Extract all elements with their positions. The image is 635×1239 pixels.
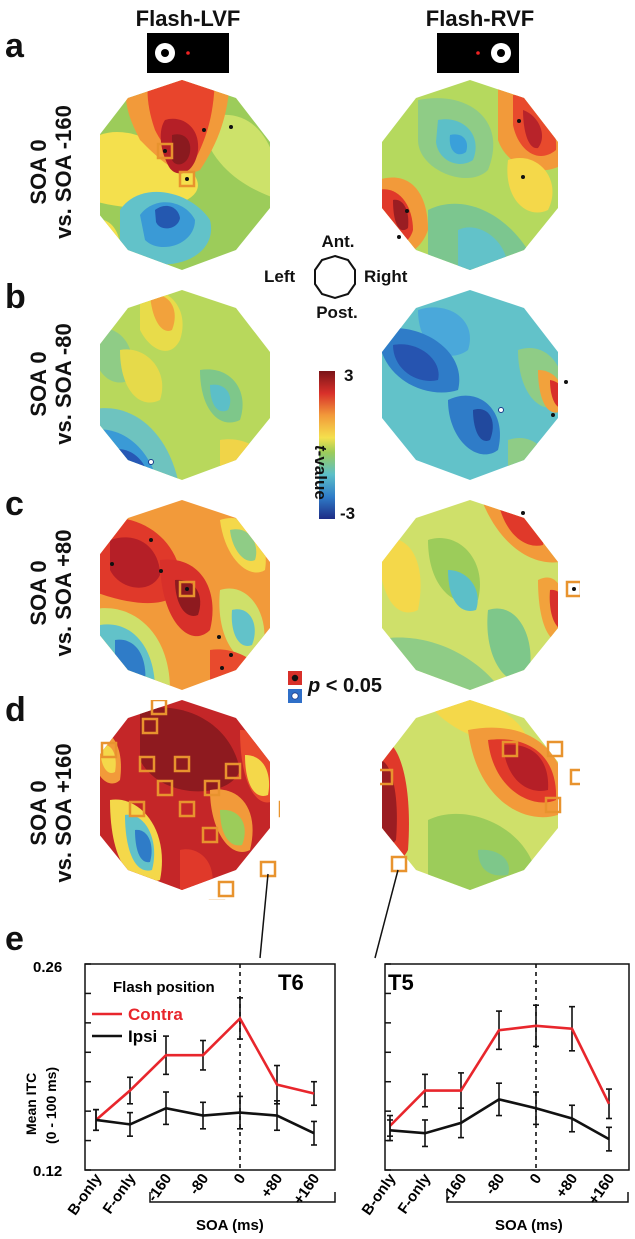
series-line-contra bbox=[389, 1024, 611, 1127]
chart-t5-title: T5 bbox=[388, 970, 414, 995]
series-line-ipsi bbox=[389, 1097, 610, 1141]
x-tick-label: 0 bbox=[231, 1171, 250, 1188]
y-axis-label-line1: Mean ITC bbox=[23, 1073, 39, 1135]
stimulus-icon-right bbox=[437, 33, 519, 73]
chart-t5-frame bbox=[384, 963, 630, 1171]
series-line-contra bbox=[95, 1016, 315, 1121]
panel-label-a: a bbox=[5, 27, 24, 65]
chart-t5-xlabel: SOA (ms) bbox=[495, 1217, 563, 1234]
topomap-b-lvf bbox=[100, 290, 270, 480]
x-tick-label: F-only bbox=[100, 1170, 140, 1217]
column-title-left: Flash-LVF bbox=[135, 6, 241, 31]
panel-label-e: e bbox=[5, 920, 24, 958]
x-tick-label: -80 bbox=[186, 1171, 212, 1199]
x-tick-label: -80 bbox=[482, 1171, 508, 1199]
topomap-a-rvf bbox=[382, 80, 558, 270]
colorbar bbox=[319, 371, 335, 519]
anterior-label: Ant. bbox=[321, 232, 355, 251]
colorbar-max: 3 bbox=[344, 366, 354, 385]
x-tick-label: +80 bbox=[553, 1171, 582, 1202]
topomap-d-rvf bbox=[380, 700, 580, 890]
x-tick-label: B-only bbox=[65, 1170, 106, 1219]
legend-contra-label: Contra bbox=[128, 1005, 183, 1024]
panel-label-b: b bbox=[5, 278, 26, 316]
legend-ipsi-label: Ipsi bbox=[128, 1027, 157, 1046]
head-orientation-icon bbox=[314, 254, 356, 300]
right-label: Right bbox=[364, 267, 408, 286]
y-tick-top: 0.26 bbox=[33, 959, 62, 976]
topomap-d-lvf bbox=[100, 700, 280, 900]
chart-t6-title: T6 bbox=[278, 970, 304, 995]
x-tick-label: -160 bbox=[144, 1171, 175, 1205]
chart-t6-frame bbox=[84, 963, 336, 1171]
left-label: Left bbox=[264, 267, 296, 286]
series-line-ipsi bbox=[95, 1106, 315, 1135]
x-tick-label: 0 bbox=[527, 1171, 546, 1188]
panel-label-d: d bbox=[5, 691, 26, 729]
panel-label-c: c bbox=[5, 485, 24, 523]
x-tick-label: -160 bbox=[439, 1171, 470, 1205]
soa-bracket-left bbox=[149, 1192, 336, 1203]
colorbar-min: -3 bbox=[340, 504, 356, 523]
column-title-right: Flash-RVF bbox=[425, 6, 535, 31]
stimulus-icon-left bbox=[147, 33, 229, 73]
significance-label: p < 0.05 bbox=[308, 675, 382, 697]
topomap-a-lvf bbox=[100, 80, 270, 270]
x-tick-label: F-only bbox=[395, 1170, 435, 1217]
y-axis-label-line2: (0 - 100 ms) bbox=[43, 1067, 59, 1144]
chart-t6: T6 0.26 0.12 Mean ITC (0 - 100 ms) Flash… bbox=[23, 959, 336, 1234]
legend-title: Flash position bbox=[113, 979, 215, 996]
itc-charts: T6 0.26 0.12 Mean ITC (0 - 100 ms) Flash… bbox=[23, 959, 630, 1234]
soa-bracket-right bbox=[446, 1192, 629, 1203]
x-tick-label: +80 bbox=[258, 1171, 287, 1202]
topomap-c-lvf bbox=[100, 500, 270, 690]
chart-t6-xlabel: SOA (ms) bbox=[196, 1217, 264, 1234]
posterior-label: Post. bbox=[316, 303, 358, 322]
x-tick-label: B-only bbox=[359, 1170, 400, 1219]
significance-markers bbox=[288, 671, 302, 703]
y-tick-bottom: 0.12 bbox=[33, 1163, 62, 1180]
topomap-b-rvf bbox=[382, 290, 568, 480]
topomap-c-rvf bbox=[382, 500, 580, 690]
